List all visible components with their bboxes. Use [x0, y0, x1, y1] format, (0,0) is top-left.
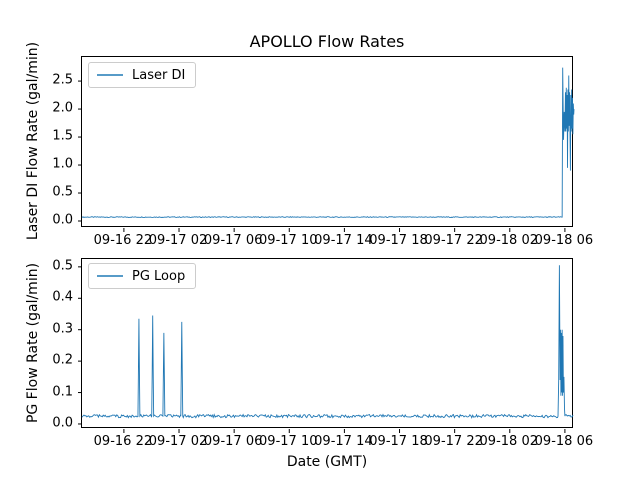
y-tick-label: 0.2: [52, 352, 73, 368]
pg-loop-legend-line-icon: [97, 275, 123, 277]
y-tick-label: 0.5: [52, 184, 73, 200]
x-tick-label: 09-17 14: [314, 434, 373, 449]
x-axis-label: Date (GMT): [286, 454, 368, 470]
x-tick-label: 09-17 06: [203, 233, 263, 248]
y-tick-label: 0.1: [52, 384, 73, 400]
x-tick-label: 09-17 18: [369, 233, 428, 248]
laser-di-plot-svg: [78, 67, 575, 232]
y-tick-label: 2.0: [52, 100, 73, 116]
x-tick-label: 09-18 02: [479, 233, 538, 248]
y-tick-label: 2.5: [52, 72, 73, 88]
x-tick-label: 09-17 02: [148, 434, 208, 449]
pg-loop-legend: PG Loop: [88, 263, 197, 289]
x-tick-label: 09-16 22: [93, 233, 153, 248]
y-tick-label: 0.0: [52, 212, 73, 228]
pg-loop-plot-svg: [78, 265, 574, 433]
y-tick-label: 0.5: [52, 258, 73, 274]
laser-di-legend: Laser DI: [88, 62, 197, 88]
pg-loop-series-line: [81, 265, 574, 419]
y-tick-label: 1.5: [52, 128, 73, 144]
x-tick-label: 09-18 06: [534, 233, 594, 248]
y-tick-label: 0.4: [52, 289, 73, 305]
x-tick-label: 09-17 22: [424, 233, 483, 248]
laser-di-series-line: [81, 67, 575, 218]
x-tick-label: 09-17 22: [424, 434, 483, 449]
x-tick-label: 09-17 18: [369, 434, 428, 449]
laser-di-legend-label: Laser DI: [132, 67, 186, 83]
pg-loop-legend-label: PG Loop: [132, 268, 186, 284]
laser-di-legend-line-icon: [97, 74, 123, 76]
y-tick-label: 1.0: [52, 156, 73, 172]
x-tick-label: 09-16 22: [93, 434, 153, 449]
x-tick-label: 09-18 06: [534, 434, 594, 449]
x-tick-label: 09-18 02: [479, 434, 538, 449]
x-tick-label: 09-17 02: [148, 233, 208, 248]
x-tick-label: 09-17 06: [203, 434, 263, 449]
chart-title: APOLLO Flow Rates: [249, 32, 405, 51]
x-tick-label: 09-17 14: [314, 233, 373, 248]
y-tick-label: 0.3: [52, 321, 73, 337]
x-tick-label: 09-17 10: [259, 434, 318, 449]
y-tick-label: 0.0: [52, 415, 73, 431]
x-tick-label: 09-17 10: [259, 233, 318, 248]
